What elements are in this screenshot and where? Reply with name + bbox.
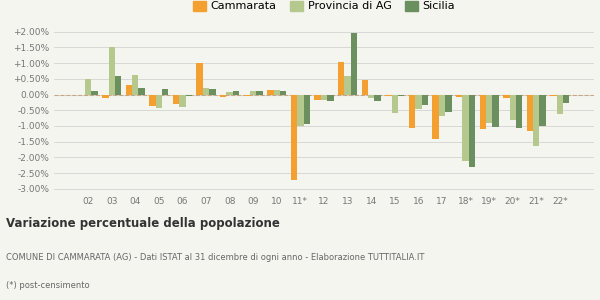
Bar (527, 94, 533, 131)
Bar (126, 85, 132, 94)
Bar (456, 94, 463, 97)
Bar (155, 94, 162, 108)
Bar (533, 94, 539, 146)
Bar (185, 94, 192, 96)
Bar (422, 94, 428, 105)
Legend: Cammarata, Provincia di AG, Sicilia: Cammarata, Provincia di AG, Sicilia (188, 0, 460, 16)
Bar (503, 94, 509, 98)
Bar (280, 91, 286, 94)
Bar (550, 94, 557, 96)
Bar (173, 94, 179, 104)
Bar (162, 89, 169, 94)
Bar (385, 94, 392, 95)
Bar (226, 92, 233, 94)
Bar (539, 94, 546, 126)
Text: (*) post-censimento: (*) post-censimento (6, 281, 89, 290)
Bar (563, 94, 569, 103)
Bar (250, 92, 256, 94)
Bar (338, 61, 344, 94)
Bar (516, 94, 522, 128)
Bar (392, 94, 398, 113)
Bar (274, 89, 280, 94)
Bar (291, 94, 297, 180)
Bar (256, 91, 263, 94)
Bar (102, 94, 109, 98)
Bar (304, 94, 310, 124)
Bar (179, 94, 185, 106)
Bar (374, 94, 381, 101)
Bar (203, 88, 209, 94)
Bar (115, 76, 121, 94)
Bar (486, 94, 493, 123)
Bar (398, 94, 404, 96)
Text: COMUNE DI CAMMARATA (AG) - Dati ISTAT al 31 dicembre di ogni anno - Elaborazione: COMUNE DI CAMMARATA (AG) - Dati ISTAT al… (6, 253, 424, 262)
Bar (233, 91, 239, 94)
Bar (267, 91, 274, 94)
Bar (433, 94, 439, 139)
Bar (321, 94, 327, 100)
Bar (196, 62, 203, 94)
Bar (557, 94, 563, 114)
Bar (362, 80, 368, 94)
Bar (244, 94, 250, 96)
Bar (409, 94, 415, 128)
Bar (85, 79, 91, 94)
Bar (149, 94, 155, 106)
Bar (139, 88, 145, 94)
Bar (209, 89, 215, 94)
Bar (479, 94, 486, 129)
Bar (327, 94, 334, 101)
Bar (314, 94, 321, 100)
Bar (220, 94, 226, 97)
Bar (493, 94, 499, 127)
Bar (415, 94, 422, 109)
Bar (297, 94, 304, 126)
Bar (109, 47, 115, 94)
Text: Variazione percentuale della popolazione: Variazione percentuale della popolazione (6, 217, 280, 230)
Bar (344, 76, 351, 94)
Bar (132, 75, 139, 94)
Bar (509, 94, 516, 120)
Bar (445, 94, 452, 112)
Bar (91, 91, 98, 94)
Bar (439, 94, 445, 116)
Bar (463, 94, 469, 160)
Bar (351, 33, 357, 94)
Bar (469, 94, 475, 167)
Bar (368, 94, 374, 98)
